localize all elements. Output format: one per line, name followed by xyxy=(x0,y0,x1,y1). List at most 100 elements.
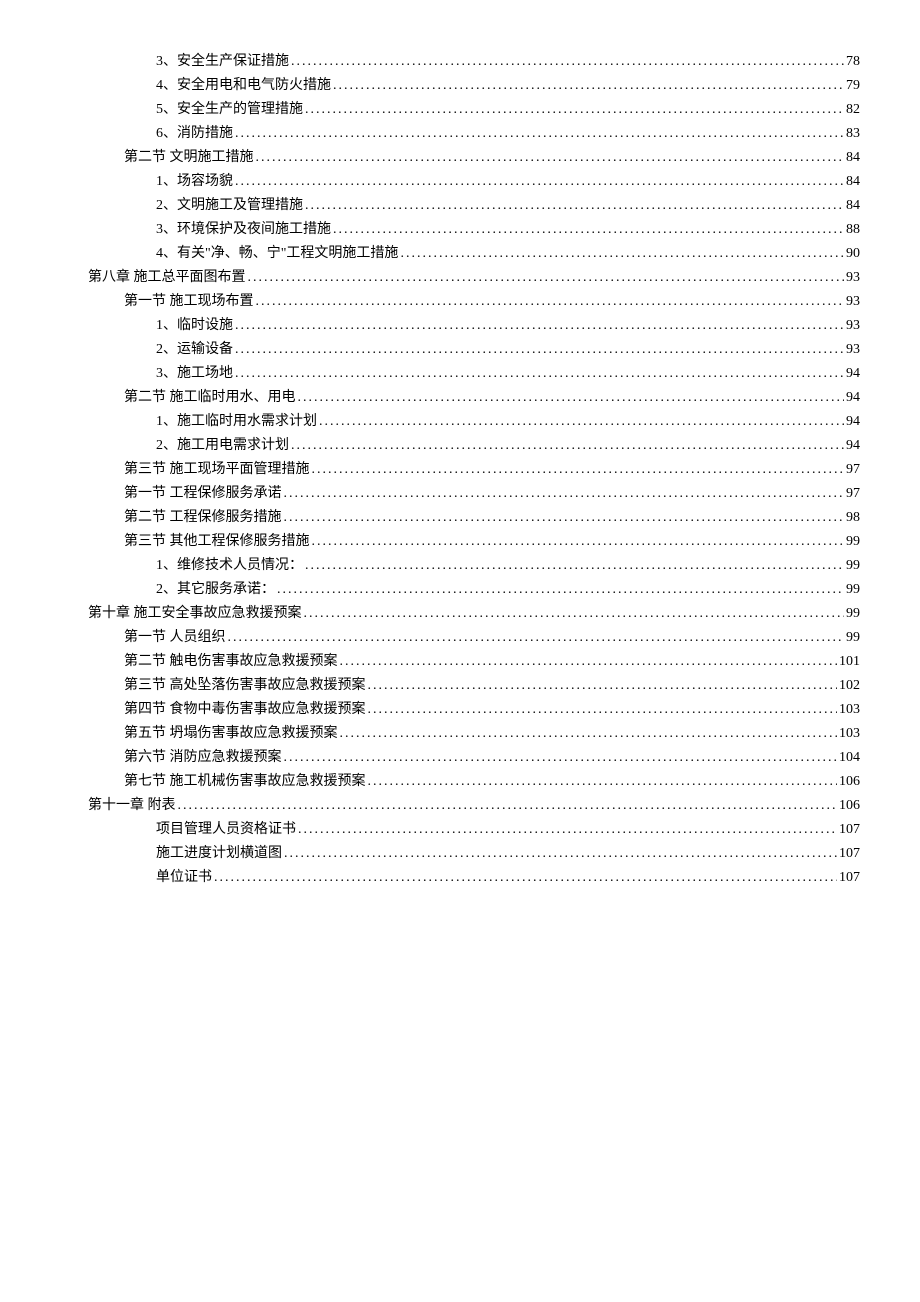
toc-entry-page: 107 xyxy=(839,818,860,842)
toc-entry-page: 94 xyxy=(846,386,860,410)
toc-entry-page: 103 xyxy=(839,698,860,722)
toc-leader-dots xyxy=(235,338,844,362)
toc-entry: 3、施工场地 94 xyxy=(60,362,860,386)
toc-entry-label: 第十一章 附表 xyxy=(88,794,176,818)
toc-entry-label: 第二节 施工临时用水、用电 xyxy=(124,386,296,410)
toc-entry-label: 2、运输设备 xyxy=(156,338,233,362)
toc-entry-label: 第一节 施工现场布置 xyxy=(124,290,254,314)
toc-leader-dots xyxy=(304,602,845,626)
toc-entry-page: 106 xyxy=(839,794,860,818)
toc-entry-page: 107 xyxy=(839,842,860,866)
toc-leader-dots xyxy=(235,170,844,194)
toc-entry-label: 第一节 人员组织 xyxy=(124,626,226,650)
toc-entry-page: 99 xyxy=(846,578,860,602)
toc-entry-page: 99 xyxy=(846,626,860,650)
toc-entry-label: 1、施工临时用水需求计划 xyxy=(156,410,317,434)
toc-entry: 第一节 人员组织 99 xyxy=(60,626,860,650)
toc-leader-dots xyxy=(305,98,844,122)
toc-entry-label: 6、消防措施 xyxy=(156,122,233,146)
toc-leader-dots xyxy=(291,50,844,74)
toc-entry-label: 第十章 施工安全事故应急救援预案 xyxy=(88,602,302,626)
toc-entry: 1、临时设施93 xyxy=(60,314,860,338)
toc-entry: 第四节 食物中毒伤害事故应急救援预案 103 xyxy=(60,698,860,722)
toc-leader-dots xyxy=(305,554,844,578)
toc-entry-label: 1、场容场貌 xyxy=(156,170,233,194)
toc-entry: 3、安全生产保证措施78 xyxy=(60,50,860,74)
toc-leader-dots xyxy=(319,410,844,434)
toc-leader-dots xyxy=(284,842,837,866)
toc-entry: 单位证书 107 xyxy=(60,866,860,890)
toc-entry-label: 4、有关"净、畅、宁"工程文明施工措施 xyxy=(156,242,398,266)
toc-entry-page: 84 xyxy=(846,194,860,218)
toc-entry-page: 93 xyxy=(846,290,860,314)
toc-entry-label: 第四节 食物中毒伤害事故应急救援预案 xyxy=(124,698,366,722)
toc-entry-page: 93 xyxy=(846,266,860,290)
toc-entry: 第六节 消防应急救援预案104 xyxy=(60,746,860,770)
toc-leader-dots xyxy=(228,626,845,650)
toc-entry-label: 4、安全用电和电气防火措施 xyxy=(156,74,331,98)
toc-leader-dots xyxy=(400,242,844,266)
toc-leader-dots xyxy=(248,266,845,290)
toc-entry-page: 78 xyxy=(846,50,860,74)
toc-leader-dots xyxy=(284,746,838,770)
toc-entry: 2、文明施工及管理措施 84 xyxy=(60,194,860,218)
toc-leader-dots xyxy=(284,506,845,530)
toc-entry: 第二节 文明施工措施84 xyxy=(60,146,860,170)
table-of-contents: 3、安全生产保证措施784、安全用电和电气防火措施795、安全生产的管理措施82… xyxy=(60,50,860,890)
toc-entry: 4、安全用电和电气防火措施 79 xyxy=(60,74,860,98)
toc-entry-label: 第一节 工程保修服务承诺 xyxy=(124,482,282,506)
toc-leader-dots xyxy=(235,122,844,146)
toc-leader-dots xyxy=(291,434,844,458)
toc-entry-label: 2、施工用电需求计划 xyxy=(156,434,289,458)
toc-leader-dots xyxy=(178,794,838,818)
toc-entry: 2、运输设备93 xyxy=(60,338,860,362)
toc-entry-page: 90 xyxy=(846,242,860,266)
toc-leader-dots xyxy=(277,578,844,602)
toc-entry-page: 97 xyxy=(846,458,860,482)
toc-entry-label: 单位证书 xyxy=(156,866,212,890)
toc-entry: 3、环境保护及夜间施工措施88 xyxy=(60,218,860,242)
toc-entry-label: 1、临时设施 xyxy=(156,314,233,338)
toc-entry-page: 104 xyxy=(839,746,860,770)
toc-entry-label: 第八章 施工总平面图布置 xyxy=(88,266,246,290)
toc-entry: 1、场容场貌84 xyxy=(60,170,860,194)
toc-leader-dots xyxy=(256,290,845,314)
toc-entry-label: 3、环境保护及夜间施工措施 xyxy=(156,218,331,242)
toc-leader-dots xyxy=(284,482,845,506)
toc-entry-page: 102 xyxy=(839,674,860,698)
toc-leader-dots xyxy=(368,698,838,722)
toc-entry-page: 94 xyxy=(846,410,860,434)
toc-leader-dots xyxy=(235,314,844,338)
toc-entry-label: 2、其它服务承诺： xyxy=(156,578,275,602)
toc-entry-label: 2、文明施工及管理措施 xyxy=(156,194,303,218)
toc-entry-label: 第七节 施工机械伤害事故应急救援预案 xyxy=(124,770,366,794)
toc-entry: 施工进度计划横道图107 xyxy=(60,842,860,866)
toc-entry: 项目管理人员资格证书 107 xyxy=(60,818,860,842)
toc-entry: 4、有关"净、畅、宁"工程文明施工措施 90 xyxy=(60,242,860,266)
toc-entry-page: 79 xyxy=(846,74,860,98)
toc-entry: 第七节 施工机械伤害事故应急救援预案106 xyxy=(60,770,860,794)
toc-leader-dots xyxy=(312,530,845,554)
toc-entry-page: 97 xyxy=(846,482,860,506)
toc-entry-label: 第三节 施工现场平面管理措施 xyxy=(124,458,310,482)
toc-leader-dots xyxy=(298,818,837,842)
toc-leader-dots xyxy=(235,362,844,386)
toc-entry-label: 第二节 文明施工措施 xyxy=(124,146,254,170)
toc-entry-label: 第二节 触电伤害事故应急救援预案 xyxy=(124,650,338,674)
toc-entry-page: 107 xyxy=(839,866,860,890)
toc-entry: 第三节 其他工程保修服务措施99 xyxy=(60,530,860,554)
toc-entry-page: 83 xyxy=(846,122,860,146)
toc-entry-page: 94 xyxy=(846,434,860,458)
toc-entry: 第二节 工程保修服务措施98 xyxy=(60,506,860,530)
toc-leader-dots xyxy=(340,722,838,746)
toc-entry-page: 99 xyxy=(846,554,860,578)
toc-entry-label: 5、安全生产的管理措施 xyxy=(156,98,303,122)
toc-entry-label: 3、施工场地 xyxy=(156,362,233,386)
toc-entry-label: 项目管理人员资格证书 xyxy=(156,818,296,842)
toc-entry-page: 94 xyxy=(846,362,860,386)
toc-entry: 6、消防措施 83 xyxy=(60,122,860,146)
toc-entry: 第八章 施工总平面图布置 93 xyxy=(60,266,860,290)
toc-entry-label: 第二节 工程保修服务措施 xyxy=(124,506,282,530)
toc-leader-dots xyxy=(214,866,837,890)
toc-entry-label: 1、维修技术人员情况： xyxy=(156,554,303,578)
